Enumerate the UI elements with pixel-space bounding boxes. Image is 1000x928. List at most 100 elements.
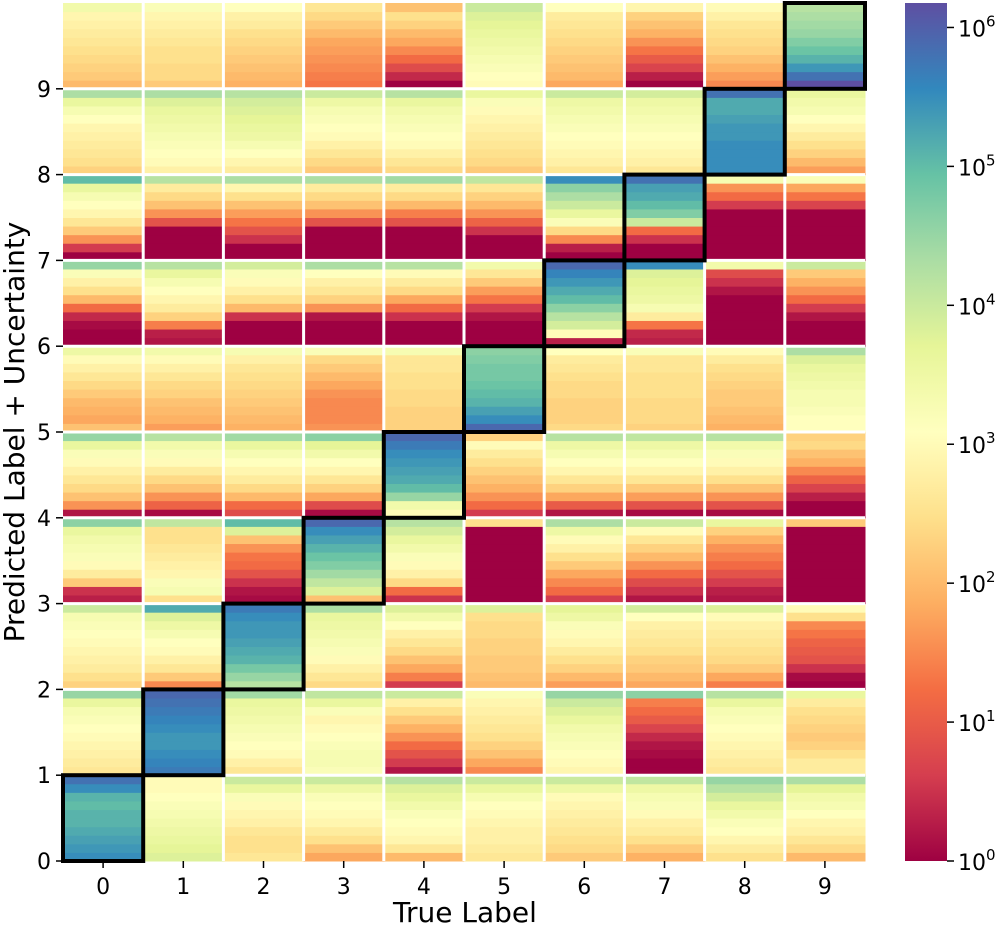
heatmap-cell [464, 320, 545, 330]
heatmap-cell [704, 646, 786, 656]
heatmap-cell [383, 517, 465, 527]
heatmap-cell [223, 294, 305, 304]
heatmap-cell [624, 363, 706, 373]
heatmap-cell [784, 191, 866, 201]
heatmap-cell [704, 689, 786, 699]
heatmap-cell [464, 792, 545, 802]
heatmap-cell [303, 740, 385, 750]
heatmap-cell [303, 569, 385, 579]
heatmap-cell [383, 346, 465, 356]
heatmap-cell [143, 268, 224, 279]
heatmap-cell [544, 663, 625, 673]
heatmap-cell [624, 234, 706, 244]
heatmap-cell [624, 500, 706, 510]
heatmap-cell [704, 346, 786, 356]
heatmap-cell [624, 20, 706, 30]
heatmap-cell [223, 277, 305, 287]
heatmap-cell [464, 637, 545, 647]
heatmap-cell [784, 183, 866, 193]
heatmap-cell [464, 63, 545, 73]
heatmap-cell [464, 166, 545, 176]
heatmap-cell [223, 552, 305, 562]
heatmap-cell [624, 697, 706, 708]
heatmap-cell [223, 818, 305, 828]
heatmap-cell [223, 37, 305, 47]
heatmap-cell [464, 131, 545, 141]
heatmap-cell [784, 20, 866, 30]
heatmap-cell [464, 251, 545, 261]
x-axis-ticks: 0 1 2 3 4 5 6 7 8 9 [96, 861, 832, 900]
heatmap-cell [303, 251, 385, 261]
heatmap-cell [704, 37, 786, 47]
heatmap-cell [383, 380, 465, 390]
heatmap-cell [143, 217, 224, 227]
heatmap-cell [624, 286, 706, 296]
heatmap-cell [544, 500, 625, 510]
heatmap-cell [464, 449, 545, 459]
heatmap-cell [784, 800, 866, 811]
heatmap-cell [624, 509, 706, 519]
heatmap-cell [63, 397, 144, 407]
heatmap-cell [784, 758, 866, 768]
heatmap-cell [544, 835, 625, 845]
heatmap-cell [383, 54, 465, 64]
heatmap-cell [223, 140, 305, 150]
heatmap-cell [704, 715, 786, 725]
heatmap-cell [383, 457, 465, 467]
heatmap-cell [784, 775, 866, 785]
heatmap-cell [464, 526, 545, 536]
heatmap-cell [624, 560, 706, 570]
heatmap-cell [544, 672, 625, 682]
heatmap-cell [464, 457, 545, 467]
heatmap-cell [383, 3, 465, 13]
heatmap-cell [544, 552, 625, 562]
heatmap-cell [704, 277, 786, 287]
heatmap-cell [223, 560, 305, 570]
heatmap-cell [784, 243, 866, 253]
heatmap-cell [704, 569, 786, 579]
heatmap-cell [223, 3, 305, 13]
heatmap-cell [63, 200, 144, 210]
heatmap-cell [223, 286, 305, 296]
heatmap-cell [143, 105, 224, 116]
heatmap-cell [704, 294, 786, 304]
heatmap-cell [223, 71, 305, 81]
heatmap-cell [544, 432, 625, 442]
heatmap-cell [63, 277, 144, 287]
heatmap-cell [784, 509, 866, 519]
heatmap-cell [704, 337, 786, 347]
heatmap-cell [143, 466, 224, 476]
heatmap-cell [624, 397, 706, 407]
heatmap-cell [383, 88, 465, 98]
heatmap-cell [784, 612, 866, 622]
heatmap-cell [223, 526, 305, 536]
heatmap-cell [63, 148, 144, 158]
heatmap-cell [464, 569, 545, 579]
heatmap-cell [303, 45, 385, 55]
heatmap-cell [223, 208, 305, 218]
heatmap-cell [303, 818, 385, 828]
heatmap-cell [143, 689, 224, 699]
heatmap-cell [63, 809, 144, 819]
heatmap-cell [784, 294, 866, 304]
heatmap-cell [143, 526, 224, 536]
heatmap-cell [63, 800, 144, 811]
heatmap-cell [383, 303, 465, 313]
heatmap-cell [303, 329, 385, 339]
heatmap-cell [143, 457, 224, 467]
heatmap-cell [464, 629, 545, 639]
heatmap-cell [63, 123, 144, 133]
heatmap-cell [624, 474, 706, 484]
heatmap-cell [303, 646, 385, 656]
heatmap-cell [704, 414, 786, 424]
diagonal-box [381, 430, 466, 520]
heatmap-cell [223, 311, 305, 321]
heatmap-cell [63, 234, 144, 244]
heatmap-cell [63, 294, 144, 304]
heatmap-cell [63, 311, 144, 321]
heatmap-cell [464, 543, 545, 553]
heatmap-cell [223, 440, 305, 450]
heatmap-cell [464, 260, 545, 270]
heatmap-cell [63, 183, 144, 193]
heatmap-cell [704, 852, 786, 862]
